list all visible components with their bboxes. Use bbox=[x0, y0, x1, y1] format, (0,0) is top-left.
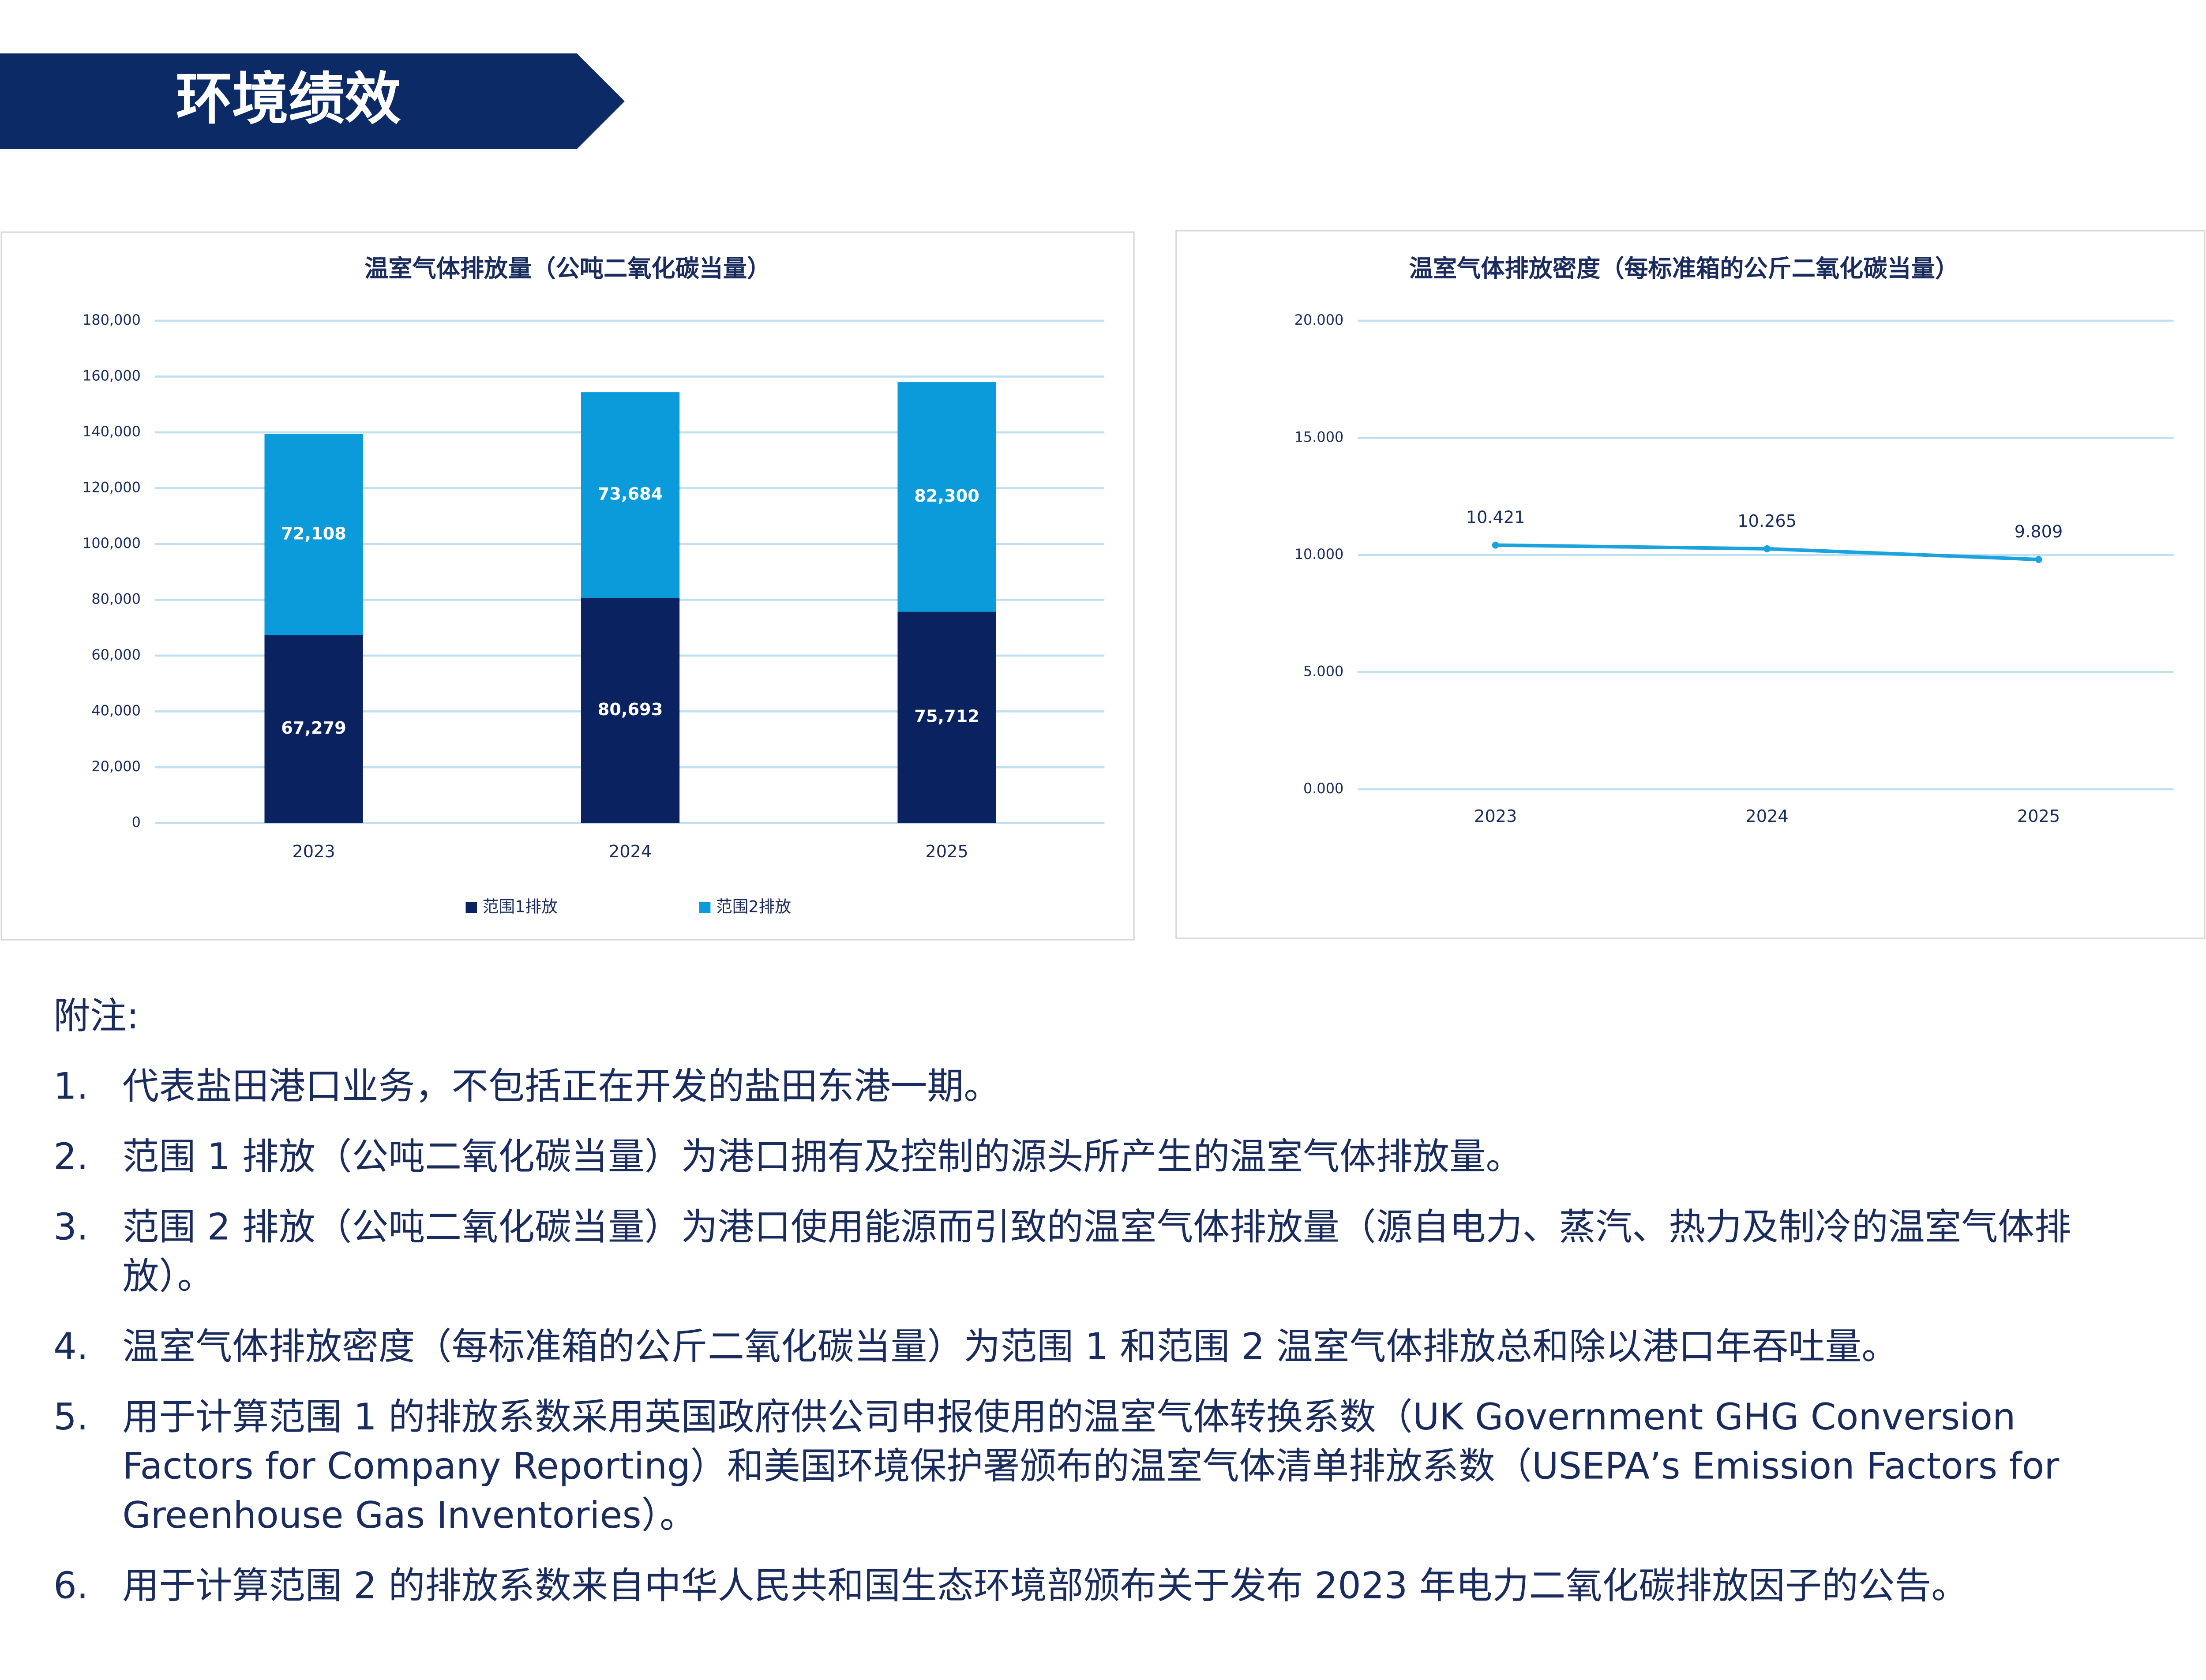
note-number: 5. bbox=[53, 1397, 89, 1440]
note-text: 用于计算范围 2 的排放系数来自中华人民共和国生态环境部颁布关于发布 2023 … bbox=[122, 1566, 1968, 1608]
notes-heading: 附注: bbox=[53, 996, 139, 1039]
data-label: 10.421 bbox=[1466, 508, 1525, 528]
note-item: 3. 范围 2 排放（公吨二氧化碳当量）为港口使用能源而引致的温室气体排放量（源自… bbox=[53, 1204, 2164, 1303]
legend-swatch bbox=[699, 902, 711, 913]
y-tick-label: 80,000 bbox=[91, 590, 141, 607]
charts: 环境绩效 温室气体排放量（公吨二氧化碳当量） 0 20,000 40,000 60,00… bbox=[0, 53, 2206, 941]
chart-frame bbox=[1175, 230, 2206, 939]
legend-swatch bbox=[465, 902, 477, 913]
notes: 附注: 1. 代表盐田港口业务，不包括正在开发的盐田东港一期。 2. 范围 1 排放（… bbox=[53, 993, 2164, 1612]
note-number: 4. bbox=[53, 1327, 89, 1369]
note-text: 用于计算范围 1 的排放系数采用英国政府供公司申报使用的温室气体转换系数（UK … bbox=[122, 1397, 2060, 1538]
y-tick-label: 0 bbox=[132, 814, 141, 830]
bar-segment bbox=[897, 611, 996, 823]
x-tick-label: 2023 bbox=[292, 842, 335, 862]
bar-segment bbox=[581, 598, 680, 823]
note-number: 3. bbox=[53, 1207, 89, 1249]
legend-label: 范围1排放 bbox=[483, 897, 558, 916]
note-number: 2. bbox=[53, 1136, 89, 1179]
x-tick-label: 2023 bbox=[1474, 806, 1517, 826]
data-label: 75,712 bbox=[914, 707, 979, 727]
data-label: 73,684 bbox=[598, 484, 663, 504]
x-tick-label: 2024 bbox=[1745, 806, 1788, 826]
bar-segment bbox=[897, 382, 996, 612]
data-label: 82,300 bbox=[914, 486, 979, 506]
note-item: 2. 范围 1 排放（公吨二氧化碳当量）为港口拥有及控制的源头所产生的温室气体排放… bbox=[53, 1134, 2164, 1183]
data-label: 67,279 bbox=[281, 718, 346, 738]
chart-title: 温室气体排放量（公吨二氧化碳当量） bbox=[364, 255, 771, 282]
y-tick-label: 10.000 bbox=[1294, 546, 1344, 562]
x-tick-label: 2025 bbox=[925, 842, 968, 862]
point bbox=[2035, 556, 2042, 563]
note-text: 范围 1 排放（公吨二氧化碳当量）为港口拥有及控制的源头所产生的温室气体排放量。 bbox=[122, 1136, 1523, 1179]
y-tick-label: 160,000 bbox=[83, 368, 141, 384]
note-text: 温室气体排放密度（每标准箱的公斤二氧化碳当量）为范围 1 和范围 2 温室气体排… bbox=[122, 1327, 1898, 1369]
note-item: 5. 用于计算范围 1 的排放系数采用英国政府供公司申报使用的温室气体转换系数（U… bbox=[53, 1394, 2164, 1542]
point bbox=[1763, 545, 1771, 552]
y-tick-label: 100,000 bbox=[83, 535, 141, 551]
y-tick-label: 60,000 bbox=[91, 646, 141, 663]
bar-segment bbox=[581, 392, 680, 598]
note-text: 代表盐田港口业务，不包括正在开发的盐田东港一期。 bbox=[122, 1066, 1001, 1109]
y-tick-label: 40,000 bbox=[91, 702, 141, 719]
y-tick-label: 20,000 bbox=[91, 758, 141, 775]
note-item: 6. 用于计算范围 2 的排放系数来自中华人民共和国生态环境部颁布关于发布 202… bbox=[53, 1563, 2164, 1612]
data-label: 10.265 bbox=[1737, 511, 1797, 531]
y-tick-label: 140,000 bbox=[83, 423, 141, 440]
y-tick-label: 180,000 bbox=[83, 311, 141, 328]
data-label: 9.809 bbox=[2015, 522, 2063, 542]
x-tick-label: 2024 bbox=[609, 842, 652, 862]
point bbox=[1492, 541, 1499, 549]
note-number: 6. bbox=[53, 1566, 89, 1608]
y-tick-label: 5.000 bbox=[1303, 663, 1343, 679]
bar-segment bbox=[264, 635, 363, 823]
bar-segment bbox=[264, 434, 363, 635]
y-tick-label: 20.000 bbox=[1294, 311, 1344, 328]
data-label: 72,108 bbox=[281, 524, 346, 544]
y-tick-label: 15.000 bbox=[1294, 429, 1344, 446]
chart-title: 温室气体排放密度（每标准箱的公斤二氧化碳当量） bbox=[1409, 255, 1959, 282]
data-label: 80,693 bbox=[598, 700, 663, 720]
note-item: 4. 温室气体排放密度（每标准箱的公斤二氧化碳当量）为范围 1 和范围 2 温室气… bbox=[53, 1324, 2164, 1373]
legend-label: 范围2排放 bbox=[716, 897, 791, 916]
note-item: 1. 代表盐田港口业务，不包括正在开发的盐田东港一期。 bbox=[53, 1064, 2164, 1113]
y-tick-label: 120,000 bbox=[83, 479, 141, 496]
note-number: 1. bbox=[53, 1066, 89, 1109]
x-tick-label: 2025 bbox=[2017, 806, 2060, 826]
header-title: 环境绩效 bbox=[176, 67, 401, 132]
note-text: 范围 2 排放（公吨二氧化碳当量）为港口使用能源而引致的温室气体排放量（源自电力… bbox=[122, 1207, 2071, 1299]
header-banner bbox=[0, 53, 625, 150]
y-tick-label: 0.000 bbox=[1303, 780, 1343, 797]
